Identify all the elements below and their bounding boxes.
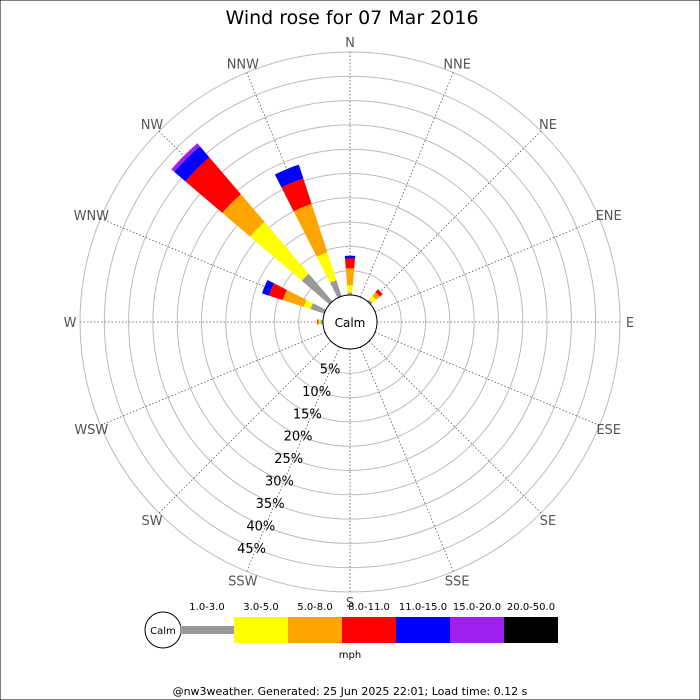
direction-label-ne: NE (539, 118, 557, 133)
ring-label: 10% (302, 385, 331, 400)
bar-nw-bin5 (174, 146, 210, 182)
ring-label: 45% (237, 542, 266, 557)
footer-text: @nw3weather. Generated: 25 Jun 2025 22:0… (173, 685, 528, 698)
direction-label-wsw: WSW (74, 423, 108, 438)
bar-wnw-bin1 (310, 303, 326, 314)
legend-label-7: 20.0-50.0 (507, 602, 555, 613)
bar-n-bin1 (347, 292, 353, 296)
direction-labels: N NNE NE ENE E ESE SE SSE S SSW SW WSW W WNW NW NNW (64, 36, 635, 611)
legend-swatch-7 (504, 617, 558, 643)
bar-nw-bin4 (185, 157, 241, 213)
bar-nw-bin3 (222, 194, 265, 237)
ring-labels: 5% 10% 15% 20% 25% 30% 35% 40% 45% (237, 362, 340, 557)
bar-w-bin1 (320, 319, 324, 325)
ring-label: 15% (293, 407, 322, 422)
bar-nw-bin6 (171, 143, 200, 172)
bar-wnw-bin4 (268, 283, 287, 301)
grid-ring (152, 124, 548, 520)
calm-circle-shape (322, 294, 378, 350)
bar-nnw-bin4 (281, 178, 312, 212)
bar-w-bin2 (319, 319, 321, 325)
bar-wnw-bin3 (282, 289, 307, 307)
legend-swatch-2 (234, 617, 288, 643)
bar-nnw-bin1 (330, 280, 342, 298)
bar-n-bin5 (344, 255, 356, 259)
calm-circle: Calm (322, 294, 378, 350)
polar-grid (79, 51, 621, 593)
legend-label-1: 1.0-3.0 (189, 602, 224, 613)
grid-ring (225, 197, 475, 447)
direction-label-ese: ESE (596, 423, 621, 438)
bar-nnw-bin2 (316, 252, 337, 283)
bar-nnw-bin3 (293, 203, 328, 257)
grid-ring (201, 173, 499, 471)
direction-label-nnw: NNW (227, 57, 259, 72)
grid-ring (128, 100, 572, 544)
legend-swatch-1 (180, 626, 234, 634)
legend-calm-label: Calm (150, 626, 176, 637)
bar-wnw-bin5 (261, 279, 274, 296)
bar-ne-bin3 (372, 292, 380, 300)
direction-label-s: S (346, 596, 354, 611)
direction-label-w: W (64, 316, 77, 331)
ring-label: 30% (265, 475, 294, 490)
bar-nnw-bin5 (274, 164, 304, 188)
bar-nw-bin1 (301, 273, 333, 305)
ring-label: 35% (256, 497, 285, 512)
calm-label: Calm (335, 316, 366, 330)
legend-swatch-6 (450, 617, 504, 643)
legend-swatch-3 (288, 617, 342, 643)
ring-label: 5% (320, 362, 341, 377)
legend: Calm 1.0-3.0 3.0-5.0 5.0-8.0 8.0-11.0 11.0-15… (144, 602, 558, 649)
direction-label-sw: SW (141, 514, 162, 529)
bar-w-bin3 (318, 319, 320, 325)
legend-label-5: 11.0-15.0 (399, 602, 447, 613)
bar-wnw-bin2 (303, 299, 313, 310)
ring-label: 25% (274, 452, 303, 467)
legend-label-2: 3.0-5.0 (243, 602, 278, 613)
legend-swatch-5 (396, 617, 450, 643)
grid-ring (103, 75, 597, 569)
unit-label: mph (339, 650, 361, 661)
legend-label-6: 15.0-20.0 (453, 602, 501, 613)
ring-label: 20% (284, 430, 313, 445)
direction-label-nw: NW (141, 118, 164, 133)
grid-ring (273, 245, 427, 399)
bar-n-bin2 (347, 285, 353, 293)
chart-title: Wind rose for 07 Mar 2016 (225, 7, 478, 29)
legend-label-4: 8.0-11.0 (348, 602, 390, 613)
grid-ring (176, 148, 524, 496)
bar-nw-bin2 (250, 222, 309, 281)
wind-bars (171, 143, 383, 325)
bar-w-bin4 (317, 319, 319, 325)
direction-label-wnw: WNW (74, 209, 110, 224)
ring-label: 40% (246, 520, 275, 535)
bar-ne-bin1 (367, 299, 373, 305)
legend-swatch-4 (342, 617, 396, 643)
bar-n-bin3 (345, 268, 355, 286)
direction-label-e: E (626, 316, 634, 331)
direction-label-nne: NNE (443, 57, 471, 72)
legend-label-3: 5.0-8.0 (297, 602, 332, 613)
bar-ne-bin2 (369, 295, 377, 303)
direction-label-ene: ENE (596, 209, 622, 224)
direction-label-ssw: SSW (228, 575, 258, 590)
grid-ring (249, 221, 451, 423)
direction-label-n: N (345, 36, 355, 51)
direction-label-se: SE (540, 514, 556, 529)
bar-n-bin4 (345, 258, 355, 269)
direction-label-sse: SSE (445, 575, 470, 590)
bar-ne-bin4 (375, 289, 383, 297)
